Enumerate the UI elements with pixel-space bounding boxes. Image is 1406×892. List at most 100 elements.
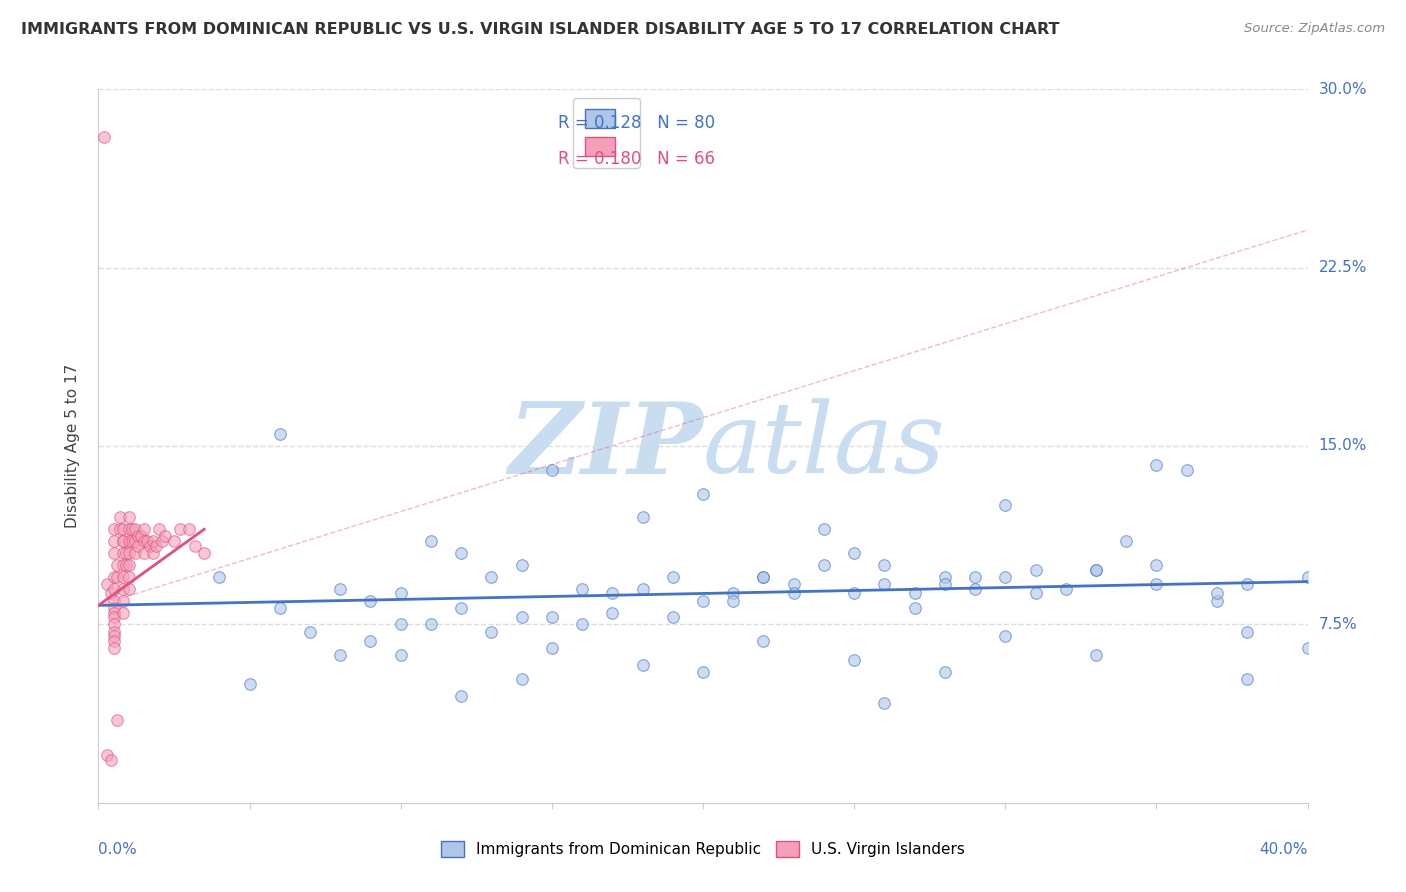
Point	[1085, 563, 1108, 577]
Point	[121, 534, 143, 549]
Point	[389, 648, 412, 663]
Point	[145, 539, 167, 553]
Point	[132, 534, 155, 549]
Point	[965, 582, 987, 596]
Point	[103, 610, 125, 624]
Point	[329, 648, 352, 663]
Point	[904, 600, 927, 615]
Point	[1236, 577, 1258, 591]
Point	[1024, 586, 1046, 600]
Point	[179, 522, 201, 536]
Legend: Immigrants from Dominican Republic, U.S. Virgin Islanders: Immigrants from Dominican Republic, U.S.…	[434, 835, 972, 863]
Point	[571, 582, 593, 596]
Point	[103, 600, 125, 615]
Point	[934, 570, 956, 584]
Point	[103, 629, 125, 643]
Point	[873, 577, 896, 591]
Point	[1206, 593, 1229, 607]
Point	[111, 570, 134, 584]
Text: ZIP: ZIP	[508, 398, 703, 494]
Point	[723, 586, 745, 600]
Point	[193, 546, 215, 560]
Point	[269, 427, 291, 442]
Point	[450, 689, 472, 703]
Point	[124, 534, 146, 549]
Point	[844, 586, 866, 600]
Point	[114, 558, 136, 572]
Point	[111, 534, 134, 549]
Y-axis label: Disability Age 5 to 17: Disability Age 5 to 17	[65, 364, 80, 528]
Point	[934, 577, 956, 591]
Point	[994, 629, 1017, 643]
Point	[111, 534, 134, 549]
Point	[118, 570, 141, 584]
Point	[965, 570, 987, 584]
Point	[135, 534, 157, 549]
Point	[105, 713, 128, 727]
Point	[121, 522, 143, 536]
Point	[1054, 582, 1077, 596]
Text: 0.0%: 0.0%	[98, 842, 138, 856]
Point	[661, 610, 683, 624]
Point	[108, 510, 131, 524]
Point	[1236, 624, 1258, 639]
Point	[994, 499, 1017, 513]
Point	[540, 641, 562, 656]
Text: atlas: atlas	[703, 399, 946, 493]
Point	[783, 586, 806, 600]
Point	[103, 634, 125, 648]
Point	[118, 546, 141, 560]
Point	[103, 534, 125, 549]
Point	[103, 570, 125, 584]
Point	[150, 534, 173, 549]
Point	[813, 522, 835, 536]
Point	[103, 617, 125, 632]
Point	[103, 522, 125, 536]
Point	[132, 546, 155, 560]
Text: IMMIGRANTS FROM DOMINICAN REPUBLIC VS U.S. VIRGIN ISLANDER DISABILITY AGE 5 TO 1: IMMIGRANTS FROM DOMINICAN REPUBLIC VS U.…	[21, 22, 1060, 37]
Point	[934, 665, 956, 679]
Point	[127, 539, 149, 553]
Point	[93, 129, 115, 144]
Text: 40.0%: 40.0%	[1260, 842, 1308, 856]
Point	[481, 570, 503, 584]
Point	[103, 641, 125, 656]
Point	[1144, 577, 1167, 591]
Point	[111, 606, 134, 620]
Point	[723, 593, 745, 607]
Point	[450, 600, 472, 615]
Point	[105, 558, 128, 572]
Point	[163, 534, 186, 549]
Point	[510, 610, 533, 624]
Point	[208, 570, 231, 584]
Text: R = 0.180   N = 66: R = 0.180 N = 66	[558, 150, 714, 168]
Point	[103, 624, 125, 639]
Point	[1296, 641, 1319, 656]
Point	[118, 534, 141, 549]
Point	[142, 546, 165, 560]
Point	[129, 529, 152, 543]
Point	[124, 522, 146, 536]
Point	[103, 546, 125, 560]
Point	[602, 586, 624, 600]
Point	[661, 570, 683, 584]
Point	[904, 586, 927, 600]
Point	[631, 510, 654, 524]
Point	[692, 593, 714, 607]
Point	[105, 570, 128, 584]
Point	[873, 558, 896, 572]
Point	[420, 534, 443, 549]
Point	[481, 624, 503, 639]
Point	[844, 653, 866, 667]
Point	[510, 558, 533, 572]
Point	[239, 677, 262, 691]
Point	[103, 582, 125, 596]
Point	[103, 606, 125, 620]
Point	[111, 593, 134, 607]
Point	[510, 672, 533, 686]
Point	[994, 570, 1017, 584]
Point	[752, 570, 775, 584]
Point	[100, 753, 122, 767]
Point	[813, 558, 835, 572]
Point	[111, 582, 134, 596]
